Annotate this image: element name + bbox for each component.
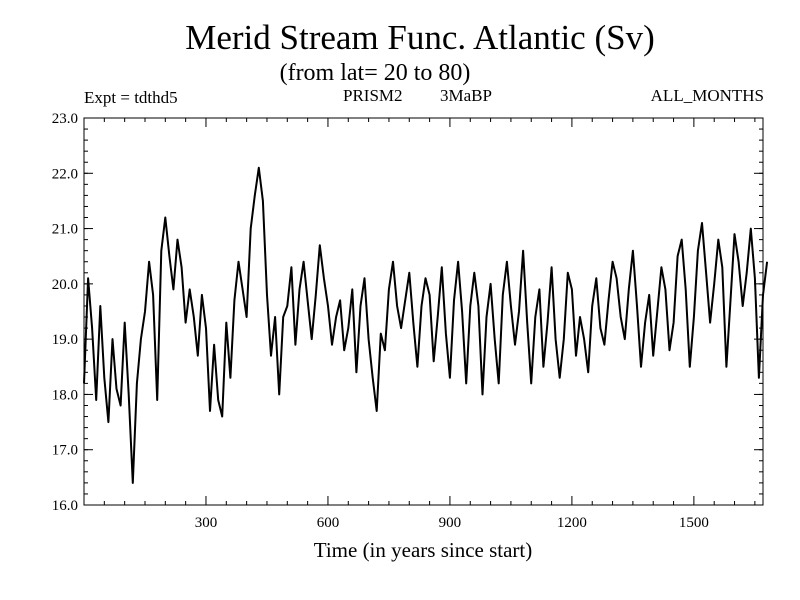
expt-label: Expt = tdthd5: [84, 88, 178, 107]
x-tick-label: 1200: [557, 515, 587, 531]
chart-subtitle: (from lat= 20 to 80): [279, 60, 471, 86]
x-tick-label: 900: [439, 515, 462, 531]
y-tick-label: 23.0: [52, 111, 78, 127]
x-tick-label: 1500: [679, 515, 709, 531]
period-label: 3MaBP: [440, 86, 492, 105]
chart-title: Merid Stream Func. Atlantic (Sv): [185, 18, 655, 57]
y-tick-label: 21.0: [52, 222, 78, 238]
model-label: PRISM2: [343, 86, 403, 105]
series-line: [83, 166, 769, 484]
x-tick-label: 300: [195, 515, 218, 531]
y-tick-label: 22.0: [52, 166, 78, 182]
plot-frame: [83, 117, 764, 506]
y-tick-label: 18.0: [52, 387, 78, 403]
y-tick-label: 19.0: [52, 332, 78, 348]
x-tick-label: 600: [317, 515, 340, 531]
y-tick-label: 16.0: [52, 498, 78, 514]
x-axis-label: Time (in years since start): [313, 538, 533, 562]
months-label: ALL_MONTHS: [650, 86, 764, 105]
y-tick-label: 20.0: [52, 277, 78, 293]
y-tick-label: 17.0: [52, 443, 78, 459]
